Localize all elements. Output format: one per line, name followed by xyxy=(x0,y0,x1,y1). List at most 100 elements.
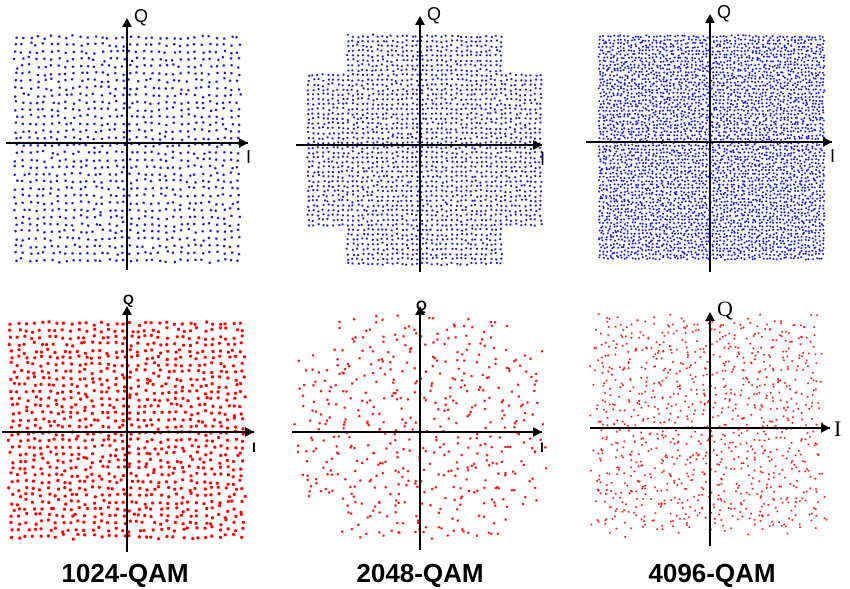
constellation-point xyxy=(681,35,683,37)
constellation-point xyxy=(669,58,671,60)
constellation-point xyxy=(391,239,393,241)
constellation-point xyxy=(455,175,457,177)
constellation-point xyxy=(637,67,639,69)
constellation-point xyxy=(406,73,408,75)
constellation-point xyxy=(520,180,522,182)
constellation-point xyxy=(476,45,478,47)
constellation-point xyxy=(187,136,190,139)
constellation-point xyxy=(56,180,59,183)
constellation-point xyxy=(121,245,124,248)
constellation-point xyxy=(311,165,313,167)
constellation-point xyxy=(193,43,196,46)
constellation-point xyxy=(406,79,408,81)
constellation-point xyxy=(610,89,612,91)
constellation-point xyxy=(610,96,612,98)
constellation-point xyxy=(702,182,704,184)
constellation-point xyxy=(509,104,511,106)
constellation-point xyxy=(397,166,399,168)
constellation-point xyxy=(655,253,657,255)
constellation-point xyxy=(101,166,104,169)
constellation-point xyxy=(337,146,339,148)
constellation-point xyxy=(620,186,622,188)
constellation-point xyxy=(486,69,488,71)
constellation-point xyxy=(631,131,633,133)
constellation-point xyxy=(668,93,670,95)
constellation-point xyxy=(656,120,658,122)
constellation-point xyxy=(465,127,467,129)
constellation-point xyxy=(422,253,424,255)
constellation-point xyxy=(631,105,633,107)
constellation-point xyxy=(221,118,224,121)
constellation-point xyxy=(698,113,700,115)
constellation-point xyxy=(485,122,487,124)
constellation-point xyxy=(519,166,521,168)
constellation-point xyxy=(613,124,615,126)
constellation-point xyxy=(332,214,334,216)
constellation-point xyxy=(411,258,413,260)
constellation-point xyxy=(661,84,663,86)
constellation-point xyxy=(361,137,363,139)
constellation-point xyxy=(624,177,626,179)
constellation-point xyxy=(698,166,700,168)
constellation-point xyxy=(677,202,679,204)
constellation-point xyxy=(680,161,682,163)
constellation-point xyxy=(691,71,693,73)
constellation-point xyxy=(372,65,374,67)
constellation-point xyxy=(341,219,343,221)
constellation-point xyxy=(688,227,690,229)
constellation-point xyxy=(412,254,414,256)
constellation-point xyxy=(136,123,139,126)
constellation-point xyxy=(432,176,434,178)
constellation-point xyxy=(194,216,197,219)
constellation-point xyxy=(203,152,206,155)
constellation-point xyxy=(71,252,74,255)
constellation-point xyxy=(663,127,665,129)
constellation-point xyxy=(505,135,507,137)
constellation-point xyxy=(632,100,634,102)
constellation-point xyxy=(645,249,647,251)
constellation-point xyxy=(652,257,654,259)
constellation-point xyxy=(500,147,502,149)
constellation-point xyxy=(524,124,526,126)
constellation-point xyxy=(366,210,368,212)
constellation-point xyxy=(667,241,669,243)
constellation-point xyxy=(525,136,527,138)
constellation-point xyxy=(470,194,472,196)
constellation-point xyxy=(599,131,601,133)
constellation-point xyxy=(351,69,353,71)
constellation-point xyxy=(353,116,355,118)
constellation-point xyxy=(521,170,523,172)
constellation-point xyxy=(680,172,682,174)
constellation-point xyxy=(102,42,105,45)
constellation-point xyxy=(641,41,643,43)
constellation-point xyxy=(495,252,497,254)
constellation-point xyxy=(160,58,163,61)
constellation-point xyxy=(391,214,393,216)
constellation-point xyxy=(684,215,686,217)
constellation-point xyxy=(366,157,368,159)
constellation-point xyxy=(529,74,531,76)
constellation-point xyxy=(602,78,604,80)
constellation-point xyxy=(635,103,637,105)
constellation-point xyxy=(348,205,350,207)
constellation-point xyxy=(445,128,447,130)
constellation-point xyxy=(109,92,112,95)
constellation-point xyxy=(165,179,168,182)
constellation-point xyxy=(416,253,418,255)
constellation-point xyxy=(172,252,175,255)
constellation-point xyxy=(368,94,370,96)
constellation-point xyxy=(669,245,671,247)
constellation-point xyxy=(317,215,319,217)
constellation-point xyxy=(687,180,689,182)
constellation-point xyxy=(312,153,314,155)
constellation-point xyxy=(237,194,240,197)
constellation-point xyxy=(644,122,646,124)
constellation-point xyxy=(386,160,388,162)
constellation-point xyxy=(640,134,642,136)
constellation-point xyxy=(65,202,68,205)
constellation-point xyxy=(617,70,619,72)
constellation-point xyxy=(603,162,605,164)
constellation-point xyxy=(602,131,604,133)
constellation-point xyxy=(57,200,60,203)
constellation-point xyxy=(666,254,668,256)
